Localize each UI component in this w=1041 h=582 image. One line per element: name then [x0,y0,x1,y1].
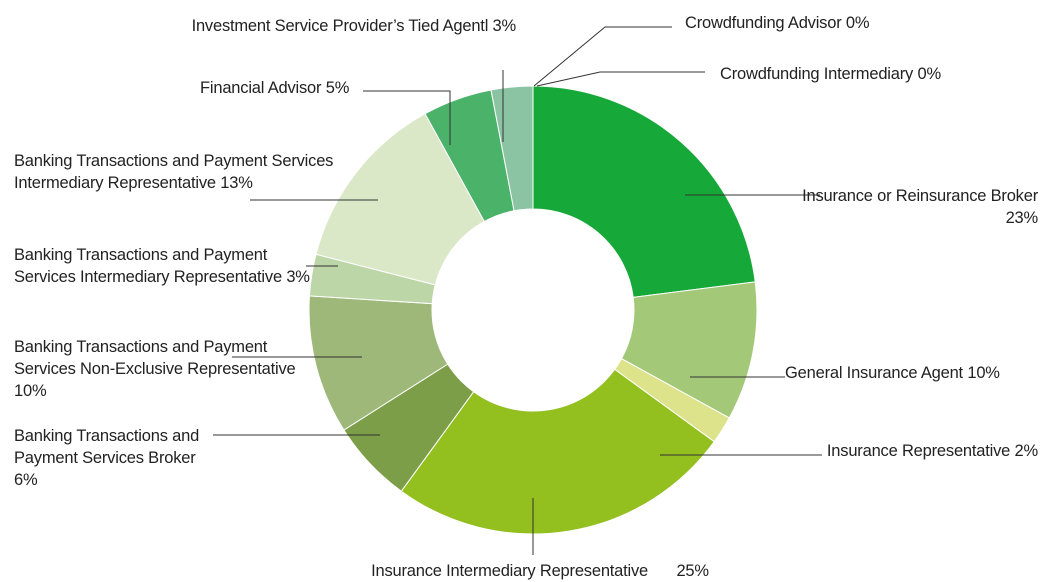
leader-line [533,26,672,87]
category-name: Investment Service Provider’s Tied Agent… [191,17,489,35]
value-label: 3% [492,17,517,35]
category-name: Banking Transactions and Payment Service… [14,338,296,378]
category-name: Banking Transactions and Payment Service… [14,152,334,192]
slice-label: Financial Advisor 5% [200,77,360,99]
value-label: 23% [1005,209,1039,227]
slice-label: Insurance or Reinsurance Broker 23% [798,185,1038,229]
slice-label: Crowdfunding Advisor 0% [685,12,985,34]
category-name: Banking Transactions and Payment Service… [14,246,282,286]
value-label: 3% [286,268,310,286]
slice-label: Crowdfunding Intermediary 0% [720,63,1020,85]
value-label: 25% [676,562,709,580]
value-label: 10% [967,364,1000,382]
category-name: Crowdfunding Intermediary [720,65,914,83]
category-name: Insurance Representative [826,442,1011,460]
value-label: 5% [325,79,350,97]
donut-segment [400,368,715,535]
category-name: Financial Advisor [200,79,322,97]
value-label: 6% [14,471,38,489]
slice-label: General Insurance Agent 10% [785,362,1035,384]
value-label: 10% [14,382,47,400]
slice-label: Investment Service Provider’s Tied Agent… [186,15,517,37]
slice-label: Insurance Representative 2% [808,440,1038,462]
category-name: Banking Transactions and Payment Service… [14,427,200,467]
slice-label: Banking Transactions and Payment Service… [14,336,299,402]
slice-label: Banking Transactions and Payment Service… [14,150,359,194]
category-name: Insurance Intermediary Representative [371,562,649,580]
slice-label: Banking Transactions and Payment Service… [14,244,319,288]
donut-segment [315,113,486,286]
leader-line [536,71,705,87]
slice-label: Banking Transactions and Payment Service… [14,425,214,491]
leader-line [363,90,451,145]
value-label: 0% [917,65,942,83]
value-label: 13% [220,174,253,192]
donut-segment [532,85,756,298]
category-name: Insurance or Reinsurance Broker [802,187,1038,205]
category-name: Crowdfunding Advisor [685,14,842,32]
slice-label: Insurance Intermediary Representative 25… [330,560,750,582]
value-label: 0% [845,14,870,32]
category-name: General Insurance Agent [785,364,963,382]
value-label: 2% [1014,442,1039,460]
